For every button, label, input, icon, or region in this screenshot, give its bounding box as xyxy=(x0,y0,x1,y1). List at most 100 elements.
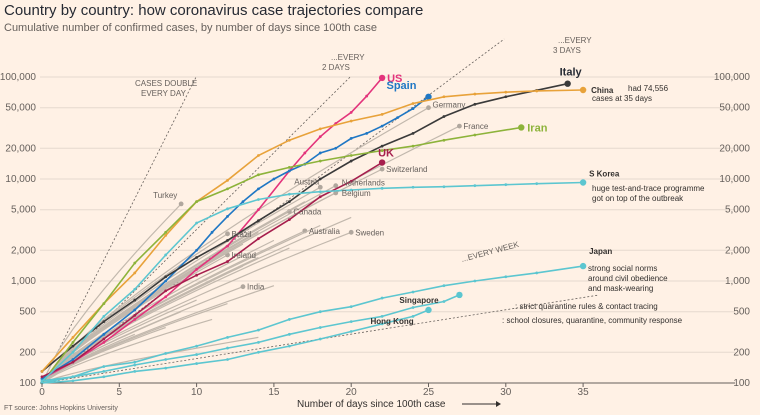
series-label-italy: Italy xyxy=(560,67,583,79)
ref-label-3d-2: 3 DAYS xyxy=(553,46,581,55)
data-point xyxy=(349,110,353,114)
data-point xyxy=(411,306,415,309)
data-point xyxy=(411,107,415,110)
data-point xyxy=(133,261,137,265)
data-point xyxy=(226,239,229,242)
data-point xyxy=(287,165,291,169)
series-label-uk: UK xyxy=(378,148,394,160)
data-point xyxy=(287,332,291,336)
series-endpoint-grey xyxy=(348,229,354,235)
series-label-us: US xyxy=(387,73,402,85)
data-point xyxy=(226,260,229,263)
data-point xyxy=(257,173,260,177)
series-line-italy xyxy=(41,82,568,373)
data-point xyxy=(195,256,199,259)
data-point xyxy=(133,271,137,275)
data-point xyxy=(473,279,477,283)
data-point xyxy=(102,320,106,323)
y-tick-label-left: 10,000 xyxy=(5,174,36,185)
data-point xyxy=(349,305,353,309)
data-point xyxy=(257,187,260,191)
data-point xyxy=(318,195,322,199)
data-point xyxy=(380,186,384,190)
data-point xyxy=(133,360,137,364)
y-tick-label-right: 1,000 xyxy=(725,276,750,287)
japan-note-2: around civil obedience xyxy=(588,274,668,283)
series-label-india: India xyxy=(247,283,265,292)
data-point xyxy=(380,124,384,128)
x-tick-label: 5 xyxy=(117,387,123,398)
data-point xyxy=(195,273,199,277)
data-point xyxy=(226,207,229,211)
skorea-note-2: got on top of the outbreak xyxy=(592,194,684,203)
y-tick-label-left: 50,000 xyxy=(5,103,36,114)
series-line-grey xyxy=(41,186,321,384)
data-point xyxy=(411,290,415,294)
data-point xyxy=(318,127,322,131)
x-tick-label: 30 xyxy=(500,387,512,398)
series-line-china xyxy=(41,89,584,372)
data-point xyxy=(287,169,291,173)
data-point xyxy=(287,218,291,221)
data-point xyxy=(349,154,353,157)
ref-label-day-2: EVERY DAY xyxy=(141,89,187,98)
data-point xyxy=(318,337,322,341)
series-label-ireland: Ireland xyxy=(232,251,256,260)
data-point xyxy=(442,284,446,288)
x-tick-label: 35 xyxy=(578,387,590,398)
y-tick-label-left: 100,000 xyxy=(0,72,36,83)
data-point xyxy=(40,369,44,373)
series-label-singapore: Singapore xyxy=(399,296,439,305)
data-point xyxy=(164,295,168,299)
x-axis-label: Number of days since 100th case xyxy=(297,399,446,410)
japan-note-1: strong social norms xyxy=(588,264,657,273)
data-point xyxy=(318,135,322,139)
data-point xyxy=(102,375,106,379)
data-point xyxy=(71,379,75,383)
series-endpoint-grey xyxy=(225,231,230,237)
series-endpoint xyxy=(518,124,525,131)
data-point xyxy=(226,214,229,218)
data-point xyxy=(133,318,137,321)
data-point xyxy=(133,363,137,367)
series-line-grey xyxy=(41,107,429,384)
data-point xyxy=(257,237,260,241)
data-point xyxy=(195,267,199,271)
data-point xyxy=(102,369,106,373)
data-point xyxy=(164,275,168,279)
y-tick-label-left: 1,000 xyxy=(11,276,36,287)
series-label-sweden: Sweden xyxy=(355,228,384,237)
china-note-1: had 74,556 xyxy=(628,84,669,93)
series-endpoint xyxy=(579,262,587,270)
data-point xyxy=(195,200,199,204)
series-endpoint-grey xyxy=(426,105,431,111)
data-point xyxy=(349,137,353,140)
series-label-turkey: Turkey xyxy=(153,191,177,200)
data-point xyxy=(195,353,199,356)
data-point xyxy=(226,335,229,339)
data-point xyxy=(164,253,168,257)
y-tick-label-right: 2,000 xyxy=(725,245,750,256)
series-endpoint xyxy=(425,93,432,100)
data-point xyxy=(287,192,291,196)
data-point xyxy=(210,230,214,234)
hongkong-note: : school closures, quarantine, community… xyxy=(502,316,683,325)
series-label-spain: Spain xyxy=(387,80,417,92)
series-line-grey xyxy=(41,318,213,384)
ref-label-day-1: CASES DOUBLE xyxy=(135,79,197,88)
highlighted-series xyxy=(40,74,587,385)
y-tick-label-right: 100 xyxy=(733,378,750,389)
series-endpoint-grey xyxy=(333,183,339,189)
japan-note-3: and mask-wearing xyxy=(588,284,653,293)
reference-line xyxy=(41,76,197,384)
data-point xyxy=(365,131,369,135)
series-line-grey xyxy=(41,247,290,384)
series-label-belgium: Belgium xyxy=(342,189,371,198)
data-point xyxy=(257,341,260,344)
data-point xyxy=(442,115,446,118)
footer-source: FT source: Johns Hopkins University xyxy=(4,405,118,412)
data-point xyxy=(133,313,137,317)
data-point xyxy=(411,102,415,105)
data-point xyxy=(411,144,415,148)
